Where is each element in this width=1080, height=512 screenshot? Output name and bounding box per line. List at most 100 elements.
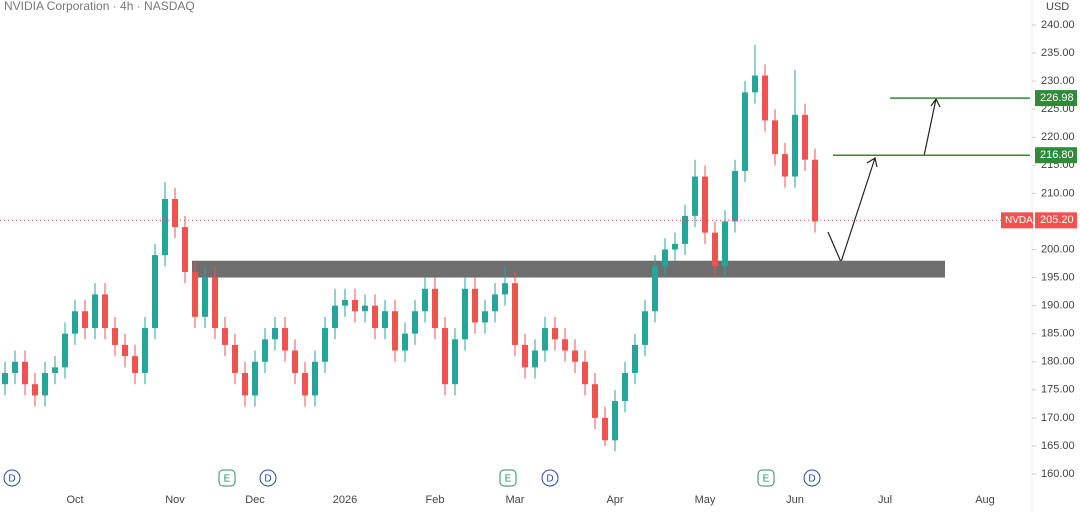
candle-body [82,311,88,329]
x-tick-label: Dec [245,494,265,506]
y-tick-label: 220.00 [1041,131,1075,143]
candle-body [192,271,198,317]
x-tick-label: Jun [786,494,804,506]
candle-body [322,328,328,362]
candle-body [782,154,788,177]
event-icon [499,469,517,487]
y-tick-label: 200.00 [1041,243,1075,255]
candle-body [382,311,388,329]
event-icon [218,469,236,487]
x-tick-label: Oct [66,494,83,506]
candle-body [682,215,688,244]
last-price-label: 205.20 [1040,214,1074,226]
candle-body [392,311,398,351]
candle-body [212,277,218,329]
event-icon [541,469,559,487]
candle-body [152,255,158,329]
candle-body [722,221,728,267]
candle-body [142,328,148,373]
y-tick-label: 165.00 [1041,440,1075,452]
candle-body [512,283,518,345]
candle-body [362,305,368,312]
x-tick-label: 2026 [333,494,357,506]
candle-body [642,311,648,345]
event-label: E [763,474,770,485]
candle-body [162,198,168,256]
y-tick-label: 235.00 [1041,47,1075,59]
target-label-bg [1035,147,1077,164]
candle-body [232,344,238,373]
candle-body [742,92,748,171]
candle-body [702,176,708,233]
candle-body [472,288,478,323]
candle-body [262,339,268,362]
candle-body [62,333,68,368]
candle-body [292,350,298,373]
x-tick-label: Aug [975,494,995,506]
candle-body [72,311,78,334]
target-label: 226.98 [1040,92,1074,104]
candle-body [552,328,558,340]
candle-body [22,361,28,385]
candle-body [652,266,658,312]
candle-body [52,367,58,373]
event-label: D [546,474,553,485]
candle-body [282,328,288,351]
chart-title: NVIDIA Corporation · 4h · NASDAQ [4,0,195,13]
candle-body [102,294,108,329]
y-tick-label: 225.00 [1041,103,1075,115]
target-label: 216.80 [1040,149,1074,161]
event-label: D [8,474,15,485]
candle-body [802,114,808,160]
candle-body [432,288,438,329]
x-tick-label: May [695,494,716,506]
x-tick-label: Apr [606,494,623,506]
x-tick-label: Nov [165,494,185,506]
candle-body [272,328,278,340]
event-label: D [808,474,815,485]
candle-body [122,344,128,357]
last-price-name: NVDA [1005,215,1033,226]
currency-label: USD [1046,1,1069,13]
candle-body [522,344,528,368]
candle-body [772,120,778,155]
event-label: D [264,474,271,485]
y-tick-label: 210.00 [1041,187,1075,199]
x-tick-label: Jul [878,494,892,506]
candle-body [762,75,768,121]
y-tick-label: 185.00 [1041,328,1075,340]
candle-body [92,294,98,329]
candle-body [572,350,578,362]
candle-body [312,361,318,396]
y-tick-label: 240.00 [1041,19,1075,31]
last-price-label-bg [1035,212,1077,229]
y-tick-label: 190.00 [1041,300,1075,312]
event-icon [3,469,21,487]
event-icon [259,469,277,487]
candle-body [502,283,508,295]
candle-body [752,75,758,93]
y-tick-label: 170.00 [1041,412,1075,424]
candle-body [242,372,248,396]
candle-body [42,372,48,396]
event-icon [803,469,821,487]
candle-body [112,328,118,345]
candle-body [632,344,638,373]
candle-body [372,305,378,329]
candle-body [542,328,548,351]
candle-body [2,372,8,385]
x-tick-label: Feb [426,494,445,506]
candle-body [182,227,188,272]
candle-body [602,417,608,441]
candle-body [732,170,738,222]
candle-body [812,159,818,222]
candle-body [302,372,308,396]
x-tick-label: Mar [506,494,525,506]
candle-body [332,305,338,329]
projection-arrows [827,97,941,264]
candle-body [672,243,678,250]
candle-body [482,311,488,323]
candle-body [422,288,428,312]
candle-body [442,328,448,385]
candle-body [412,311,418,334]
